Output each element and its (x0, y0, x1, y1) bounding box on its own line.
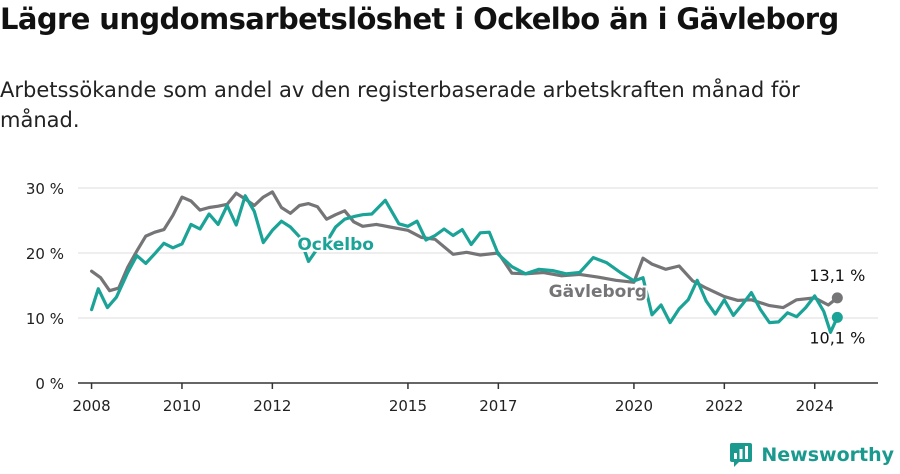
x-tick-label: 2010 (163, 397, 201, 415)
y-tick-label: 20 % (26, 245, 64, 263)
endpoint-gavleborg (831, 292, 843, 304)
series-line-ockelbo (90, 194, 839, 334)
data-labels: Ockelbo Gävleborg 13,1 % 10,1 % (295, 233, 866, 349)
x-tick-label: 2008 (72, 397, 110, 415)
series-lines (90, 190, 843, 334)
brand-name: Newsworthy (761, 444, 894, 466)
y-tick-label: 10 % (26, 310, 64, 328)
x-tick-label: 2015 (389, 397, 427, 415)
endpoint-ockelbo (831, 311, 843, 323)
end-label-gavleborg: 13,1 % (809, 266, 865, 285)
chart-subtitle: Arbetssökande som andel av den registerb… (0, 78, 800, 132)
end-label-ockelbo: 10,1 % (809, 328, 865, 347)
series-line-gavleborg (90, 190, 839, 310)
x-tick-label: 2012 (253, 397, 291, 415)
chart-title: Lägre ungdomsarbetslöshet i Ockelbo än i… (0, 2, 839, 36)
brand-logo: Newsworthy (729, 442, 894, 468)
y-tick-label: 0 % (35, 375, 64, 393)
y-tick-label: 30 % (26, 180, 64, 198)
x-tick-label: 2017 (479, 397, 517, 415)
newsworthy-logo-icon (730, 443, 753, 467)
series-label-ockelbo: Ockelbo (297, 235, 374, 255)
x-axis: 2008 2010 2012 2015 2017 2020 2022 2024 (72, 382, 878, 415)
x-tick-label: 2024 (796, 397, 834, 415)
x-tick-label: 2020 (615, 397, 653, 415)
gridlines: 0 % 10 % 20 % 30 % (26, 180, 878, 393)
x-tick-label: 2022 (705, 397, 743, 415)
series-label-gavleborg: Gävleborg (549, 282, 647, 302)
